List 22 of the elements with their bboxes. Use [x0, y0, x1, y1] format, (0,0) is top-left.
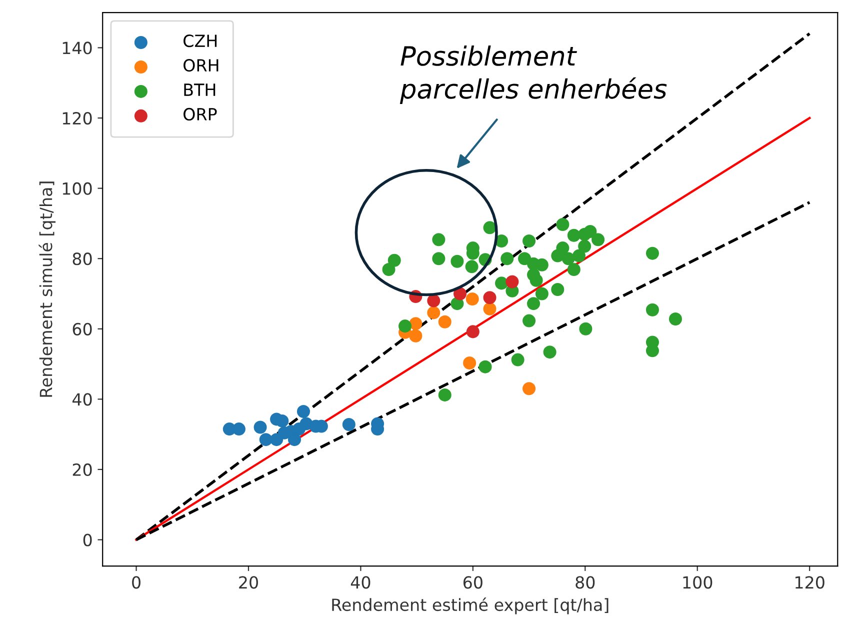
- x-tick-label: 0: [132, 576, 140, 589]
- annotation: Possiblement parcelles enherbées: [400, 45, 667, 104]
- x-tick-label: 80: [576, 576, 595, 589]
- y-tick-label: 20: [72, 463, 92, 476]
- y-tick-label: 60: [72, 322, 92, 336]
- y-tick-label: 140: [62, 42, 92, 54]
- legend-label: ORP: [184, 108, 217, 121]
- y-tick-label: 120: [62, 112, 92, 125]
- legend-label: ORH: [184, 59, 218, 72]
- y-tick-label: 0: [83, 534, 92, 546]
- y-tick-label: 40: [72, 393, 92, 406]
- y-tick-label: 100: [62, 182, 92, 195]
- y-axis-title: Rendement simulé [qt/ha]: [38, 182, 56, 397]
- x-tick-label: 120: [796, 576, 824, 589]
- legend-label: BTH: [184, 84, 216, 96]
- x-axis-title: Rendement estimé expert [qt/ha]: [332, 598, 608, 614]
- x-tick-label: 60: [463, 576, 482, 589]
- legend-label: CZH: [184, 34, 217, 48]
- x-tick-label: 40: [350, 576, 370, 589]
- x-tick-label: 100: [683, 576, 712, 589]
- y-tick-label: 80: [72, 252, 92, 266]
- x-tick-label: 20: [239, 576, 258, 589]
